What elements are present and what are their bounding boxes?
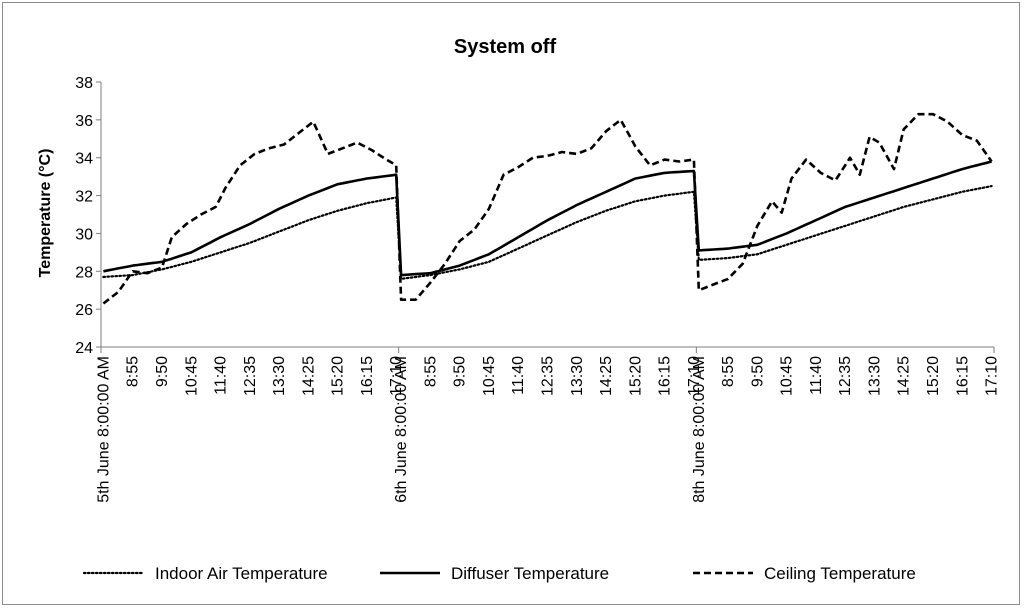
x-tick-label: 17:10 [984, 356, 1001, 396]
series-line-diffuser-temperature [103, 160, 992, 277]
x-tick-label: 15:20 [330, 356, 347, 396]
x-tick-label: 13:30 [569, 356, 586, 396]
x-tick-label: 16:15 [657, 356, 674, 396]
x-tick-label: 11:40 [213, 356, 230, 395]
legend-label: Diffuser Temperature [451, 564, 609, 583]
y-tick-label: 28 [75, 264, 93, 281]
x-tick-label: 8:55 [422, 356, 439, 387]
y-tick-label: 32 [75, 189, 93, 206]
x-tick-label: 14:25 [300, 356, 317, 396]
x-tick-label: 8th June 8:00:00 AM [691, 356, 708, 503]
x-tick-label: 17:10 [388, 356, 405, 396]
x-tick-label: 5th June 8:00:00 AM [95, 356, 112, 503]
x-tick-label: 8:55 [720, 356, 737, 387]
x-tick-label: 9:50 [749, 356, 766, 387]
x-tick-label: 11:40 [510, 356, 527, 395]
y-axis-title: Temperature (°C) [37, 149, 54, 278]
chart-title: System off [454, 36, 557, 58]
x-tick-label: 13:30 [271, 356, 288, 396]
y-tick-label: 30 [75, 226, 93, 243]
x-tick-label: 14:25 [598, 356, 615, 396]
y-tick-label: 36 [75, 113, 93, 130]
legend-label: Ceiling Temperature [764, 564, 916, 583]
x-tick-label: 8:55 [125, 356, 142, 387]
x-tick-label: 11:40 [808, 356, 825, 395]
x-axis: 5th June 8:00:00 AM 8:55 9:50 10:45 11:40 12:… [95, 346, 1001, 503]
y-tick-label: 24 [75, 340, 93, 357]
y-axis: 24 26 28 30 32 34 36 38 [75, 75, 102, 357]
y-tick-label: 34 [75, 151, 93, 168]
x-tick-label: 14:25 [896, 356, 913, 396]
x-tick-label: 17:10 [686, 356, 703, 396]
x-tick-label: 15:20 [627, 356, 644, 396]
x-tick-label: 12:35 [837, 356, 854, 396]
x-tick-label: 9:50 [452, 356, 469, 387]
x-tick-label: 6th June 8:00:00 AM [393, 356, 410, 503]
x-tick-label: 9:50 [154, 356, 171, 387]
series-line-indoor-air-temperature [102, 185, 993, 280]
x-tick-label: 13:30 [866, 356, 883, 396]
x-tick-label: 12:35 [540, 356, 557, 396]
legend: Indoor Air Temperature Diffuser Temperatu… [82, 564, 916, 583]
x-tick-label: 10:45 [481, 356, 498, 396]
x-tick-label: 10:45 [779, 356, 796, 396]
x-tick-label: 12:35 [242, 356, 259, 396]
series-line-ceiling-temperature [102, 112, 993, 305]
x-tick-label: 16:15 [954, 356, 971, 396]
y-tick-label: 38 [75, 75, 93, 92]
x-tick-label: 10:45 [183, 356, 200, 396]
x-tick-label: 15:20 [925, 356, 942, 396]
legend-label: Indoor Air Temperature [155, 564, 328, 583]
x-tick-label: 16:15 [359, 356, 376, 396]
y-tick-label: 26 [75, 302, 93, 319]
plot-lines [102, 112, 993, 305]
